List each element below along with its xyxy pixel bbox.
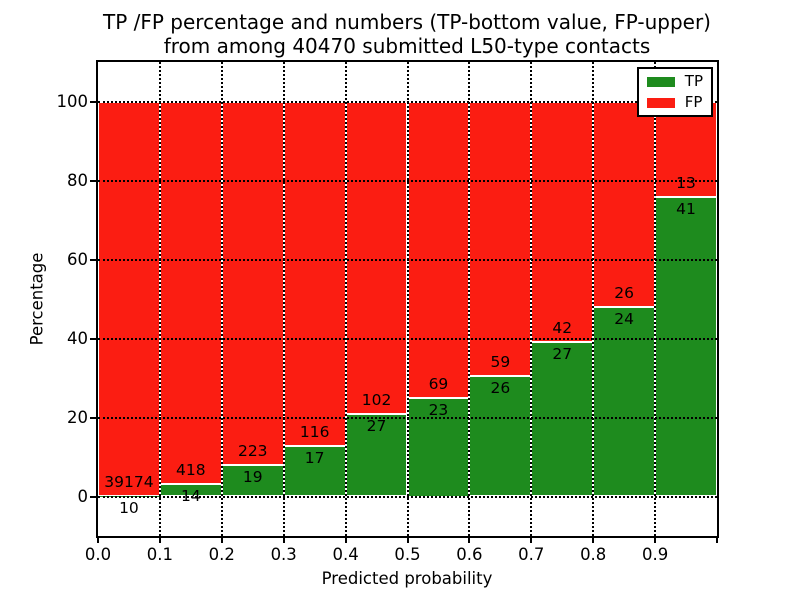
fp-count-label: 39174 — [104, 473, 154, 492]
x-tick-mark — [592, 538, 595, 543]
bar-fp-segment — [159, 101, 222, 484]
x-tick-mark — [344, 538, 347, 543]
v-gridline — [282, 62, 285, 536]
x-tick-label: 0.9 — [641, 545, 669, 564]
x-tick-label: 0.1 — [146, 545, 174, 564]
legend-item-tp: TP — [646, 72, 703, 90]
chart-title-line2: from among 40470 submitted L50-type cont… — [163, 34, 651, 58]
fp-count-label: 223 — [237, 442, 268, 461]
x-tick-mark — [654, 538, 657, 543]
x-tick-label: 0.7 — [518, 545, 545, 564]
x-tick-mark — [97, 538, 99, 543]
tp-count-label: 23 — [428, 400, 449, 419]
legend-label: FP — [684, 93, 703, 111]
v-gridline — [220, 62, 223, 536]
v-gridline — [592, 62, 595, 536]
x-tick-mark — [220, 538, 223, 543]
tp-count-label: 19 — [242, 468, 263, 487]
legend: TP FP — [636, 67, 713, 117]
fp-count-label: 102 — [361, 390, 392, 409]
bar-fp-segment — [469, 101, 532, 376]
y-tick-mark — [90, 416, 96, 419]
plot-area: TP FP 39174 10 418 14 223 19 116 17 102 27 69 23 59 26… — [96, 60, 719, 538]
bar-tp-segment — [531, 341, 594, 497]
y-tick-label: 40 — [67, 328, 88, 348]
fp-count-label: 418 — [176, 460, 206, 479]
y-tick-mark — [90, 337, 96, 340]
x-tick-mark — [716, 538, 718, 543]
chart-title-line1: TP /FP percentage and numbers (TP-bottom… — [103, 10, 711, 34]
fp-count-label: 13 — [676, 173, 696, 192]
bar-tp-segment — [221, 465, 284, 497]
bar-fp-segment — [407, 101, 470, 398]
y-tick-mark — [90, 495, 96, 498]
x-tick-mark — [406, 538, 409, 543]
x-tick-mark — [530, 538, 533, 543]
legend-label: TP — [684, 72, 703, 90]
bar-fp-segment — [283, 101, 346, 446]
x-tick-label: 0.0 — [84, 545, 112, 564]
x-axis-label: Predicted probability — [321, 569, 493, 588]
y-tick-mark — [90, 258, 96, 261]
y-tick-label: 100 — [56, 91, 89, 111]
tp-count-label: 10 — [119, 499, 139, 518]
x-tick-label: 0.4 — [332, 545, 359, 564]
x-tick-label: 0.5 — [394, 545, 421, 564]
v-gridline — [344, 62, 347, 536]
v-gridline — [406, 62, 409, 536]
v-gridline — [468, 62, 471, 536]
x-tick-mark — [468, 538, 471, 543]
fp-count-label: 42 — [552, 318, 573, 337]
v-gridline — [158, 62, 161, 536]
tp-count-label: 26 — [490, 378, 511, 397]
fp-count-label: 69 — [428, 374, 449, 393]
bar-fp-segment — [221, 101, 284, 466]
tp-count-label: 27 — [366, 416, 387, 435]
y-tick-label: 0 — [77, 486, 89, 506]
y-tick-mark — [90, 100, 96, 103]
bar-tp-segment — [655, 196, 717, 497]
bar-tp-segment — [593, 306, 656, 497]
tp-count-label: 14 — [180, 486, 201, 505]
legend-swatch-fp — [646, 97, 675, 108]
tp-count-label: 24 — [614, 309, 635, 328]
x-tick-mark — [158, 538, 161, 543]
x-tick-label: 0.6 — [456, 545, 483, 564]
x-tick-label: 0.8 — [580, 545, 607, 564]
y-tick-label: 20 — [67, 407, 88, 427]
bar-fp-segment — [531, 101, 594, 342]
legend-swatch-tp — [646, 76, 675, 87]
fp-count-label: 59 — [490, 352, 511, 371]
legend-item-fp: FP — [646, 93, 703, 111]
fp-count-label: 116 — [299, 423, 330, 441]
x-tick-label: 0.3 — [270, 545, 297, 564]
tp-count-label: 17 — [304, 449, 325, 467]
bar-fp-segment — [98, 101, 160, 497]
bar-fp-segment — [593, 101, 656, 307]
tp-count-label: 41 — [676, 199, 696, 218]
bar-fp-segment — [345, 101, 408, 414]
x-tick-mark — [282, 538, 285, 543]
v-gridline — [654, 62, 657, 536]
x-tick-label: 0.2 — [208, 545, 235, 564]
v-gridline — [530, 62, 533, 536]
y-tick-mark — [90, 179, 96, 182]
y-tick-label: 60 — [67, 249, 88, 269]
y-tick-label: 80 — [67, 170, 88, 190]
tp-count-label: 27 — [552, 344, 573, 363]
fp-count-label: 26 — [614, 283, 635, 302]
